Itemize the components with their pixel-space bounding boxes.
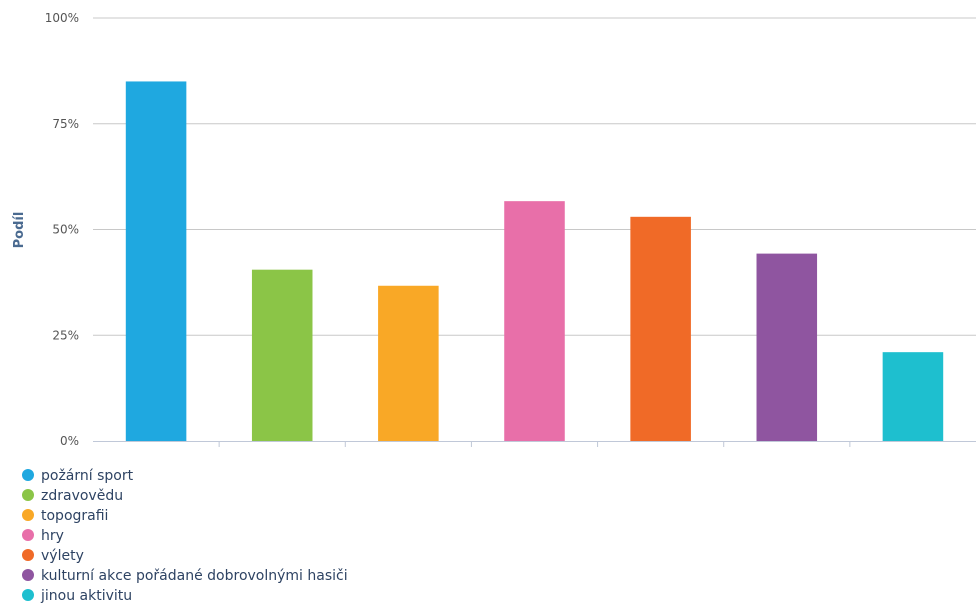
legend-swatch [22,509,34,521]
bars [125,81,944,441]
legend-swatch [22,569,34,581]
bar [882,352,944,441]
bar [251,269,313,441]
legend-swatch [22,469,34,481]
legend-label: topografii [41,508,109,524]
legend-label: jinou aktivitu [41,588,133,604]
y-tick-label: 0% [60,434,79,448]
y-tick-label: 100% [45,11,79,25]
legend-item[interactable]: hry [22,526,348,546]
y-axis-label: Podíl [12,212,27,249]
legend-item[interactable]: topografii [22,506,348,526]
y-tick-label: 25% [52,328,79,342]
legend-item[interactable]: jinou aktivitu [22,586,348,606]
bar [504,201,565,441]
legend-item[interactable]: výlety [22,546,348,566]
legend-label: zdravovědu [41,488,124,504]
y-tick-label: 75% [52,117,79,131]
legend-swatch [22,549,34,561]
bar [125,81,187,441]
bar-chart: 0% 25% 50% 75% 100% Podíl [12,11,976,448]
x-axis [93,441,976,447]
legend: požární sport zdravovědu topografii hry výle… [22,466,348,606]
legend-label: hry [41,528,64,544]
legend-item[interactable]: zdravovědu [22,486,348,506]
legend-swatch [22,529,34,541]
bar [756,253,818,441]
legend-label: kulturní akce pořádané dobrovolnými hasi… [41,568,348,584]
bar [630,216,691,441]
bar [378,285,439,441]
y-axis-tick-labels: 0% 25% 50% 75% 100% [45,11,79,448]
legend-item[interactable]: kulturní akce pořádané dobrovolnými hasi… [22,566,348,586]
y-tick-label: 50% [52,223,79,237]
legend-label: výlety [41,548,84,564]
legend-label: požární sport [41,468,134,484]
legend-swatch [22,489,34,501]
legend-item[interactable]: požární sport [22,466,348,486]
legend-swatch [22,589,34,601]
